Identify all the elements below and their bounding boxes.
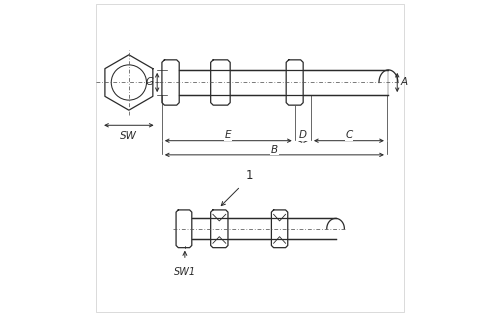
Polygon shape bbox=[210, 60, 230, 105]
Polygon shape bbox=[162, 60, 179, 105]
Text: SW: SW bbox=[120, 131, 138, 141]
Text: D: D bbox=[299, 130, 307, 140]
Text: G: G bbox=[146, 77, 154, 88]
Polygon shape bbox=[210, 210, 228, 248]
Text: E: E bbox=[225, 130, 232, 140]
Text: SW1: SW1 bbox=[174, 266, 196, 276]
Polygon shape bbox=[272, 210, 288, 248]
Text: A: A bbox=[400, 77, 407, 88]
Text: 1: 1 bbox=[246, 169, 253, 182]
Polygon shape bbox=[286, 60, 303, 105]
Bar bbox=[162, 70, 398, 95]
Text: C: C bbox=[346, 130, 352, 140]
Text: B: B bbox=[271, 144, 278, 155]
Polygon shape bbox=[176, 210, 192, 248]
